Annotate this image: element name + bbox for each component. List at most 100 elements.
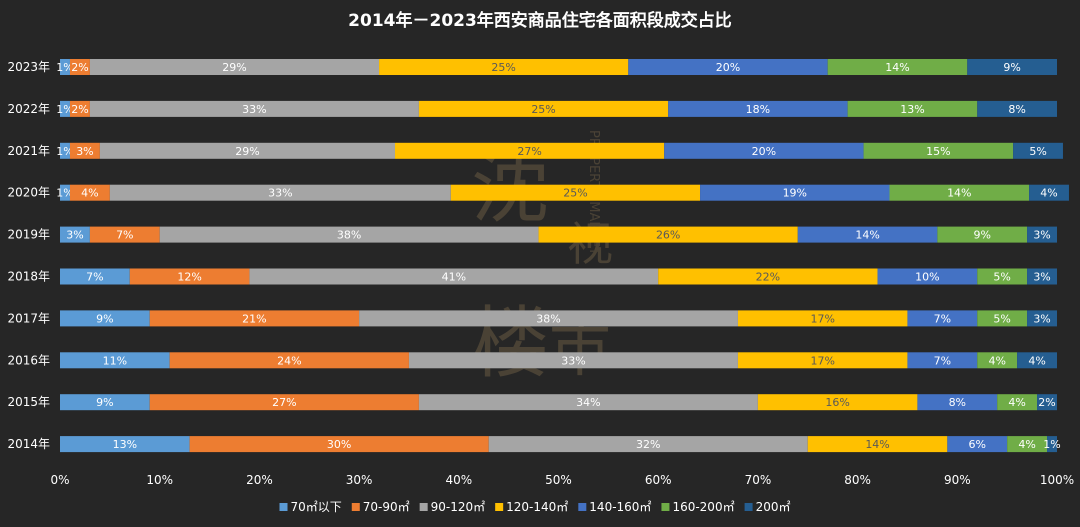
data-label: 5% [1029,145,1046,158]
y-tick-label: 2016年 [7,353,50,367]
data-label: 3% [1033,312,1050,325]
bar-segment [917,394,998,411]
data-label: 29% [222,61,246,74]
bar-segment [69,142,100,159]
bar-segment [807,436,948,453]
data-label: 5% [993,271,1010,284]
bar-segment [60,100,70,117]
y-tick-label: 2020年 [7,186,50,200]
data-label: 9% [96,396,113,409]
bar-segment [408,352,738,369]
legend-label: 90-120㎡ [431,500,486,514]
data-label: 5% [993,312,1010,325]
data-label: 33% [561,354,585,367]
legend-swatch [279,503,288,511]
bar-segment [99,142,395,159]
bar-segment [169,352,409,369]
x-tick-label: 20% [246,473,273,487]
data-label: 8% [949,396,966,409]
data-label: 9% [973,229,990,242]
x-tick-label: 0% [50,473,69,487]
bar-segment [797,226,938,243]
bar-segment [60,59,70,75]
bar-segment [700,184,890,201]
bar-segment [757,394,918,411]
legend-label: 70-90㎡ [363,500,410,514]
bar-segment [737,310,908,327]
data-label: 7% [116,229,133,242]
x-tick-label: 60% [645,473,672,487]
data-label: 38% [337,229,361,242]
legend-item: 140-160㎡ [578,500,651,514]
x-tick-label: 30% [346,473,373,487]
x-tick-label: 70% [745,473,772,487]
bar-segment [737,352,908,369]
x-tick-label: 80% [844,473,871,487]
bar-segment [60,394,150,411]
data-label: 22% [756,271,780,284]
bar-segment [907,352,978,369]
y-tick-label: 2017年 [7,311,50,325]
x-tick-label: 10% [146,473,173,487]
bar-segment [418,100,669,117]
bar-segment [827,59,968,75]
bar-segment [1047,436,1057,453]
data-label: 9% [96,312,113,325]
bar-segment [69,184,110,201]
data-label: 18% [746,103,770,116]
data-label: 33% [268,187,292,200]
y-tick-label: 2015年 [7,395,50,409]
data-label: 33% [242,103,266,116]
data-label: 4% [1040,187,1057,200]
bar-segment [1013,142,1063,159]
bar-segment [149,310,360,327]
data-label: 4% [1028,354,1045,367]
data-label: 20% [752,145,776,158]
data-label: 14% [885,61,909,74]
data-label: 4% [988,354,1005,367]
legend-swatch [419,503,428,511]
data-label: 12% [177,271,201,284]
bar-segment [937,226,1028,243]
data-label: 1% [56,103,73,116]
bar-segment [60,268,130,285]
bar-segment [69,59,90,75]
data-label: 7% [934,312,951,325]
bar-segment [1037,394,1057,411]
data-label: 14% [855,229,879,242]
bar-segment [418,394,758,411]
bar-segment [977,268,1028,285]
data-label: 34% [576,396,600,409]
bar-segment [488,436,808,453]
bar-segment [847,100,978,117]
data-label: 4% [81,187,98,200]
bar-segment [977,310,1028,327]
data-label: 14% [865,438,889,451]
bar-segment [60,142,70,159]
bar-segment [628,59,828,75]
data-label: 13% [113,438,137,451]
data-label: 4% [1008,396,1025,409]
data-label: 14% [947,187,971,200]
legend-item: 160-200㎡ [661,500,735,514]
legend-label: 70㎡以下 [291,500,342,514]
data-label: 19% [783,187,807,200]
data-label: 8% [1008,103,1025,116]
data-label: 41% [442,271,466,284]
data-label: 3% [66,229,83,242]
data-label: 21% [242,312,266,325]
data-label: 10% [915,271,939,284]
data-label: 26% [656,229,680,242]
data-label: 24% [277,354,301,367]
data-label: 25% [491,61,515,74]
data-label: 16% [825,396,849,409]
bar-segment [129,268,250,285]
data-label: 1% [1043,438,1060,451]
data-label: 20% [716,61,740,74]
legend-item: 70㎡以下 [279,500,342,514]
data-label: 17% [810,354,834,367]
x-tick-label: 50% [545,473,572,487]
bar-segment [668,100,848,117]
data-label: 1% [56,145,73,158]
